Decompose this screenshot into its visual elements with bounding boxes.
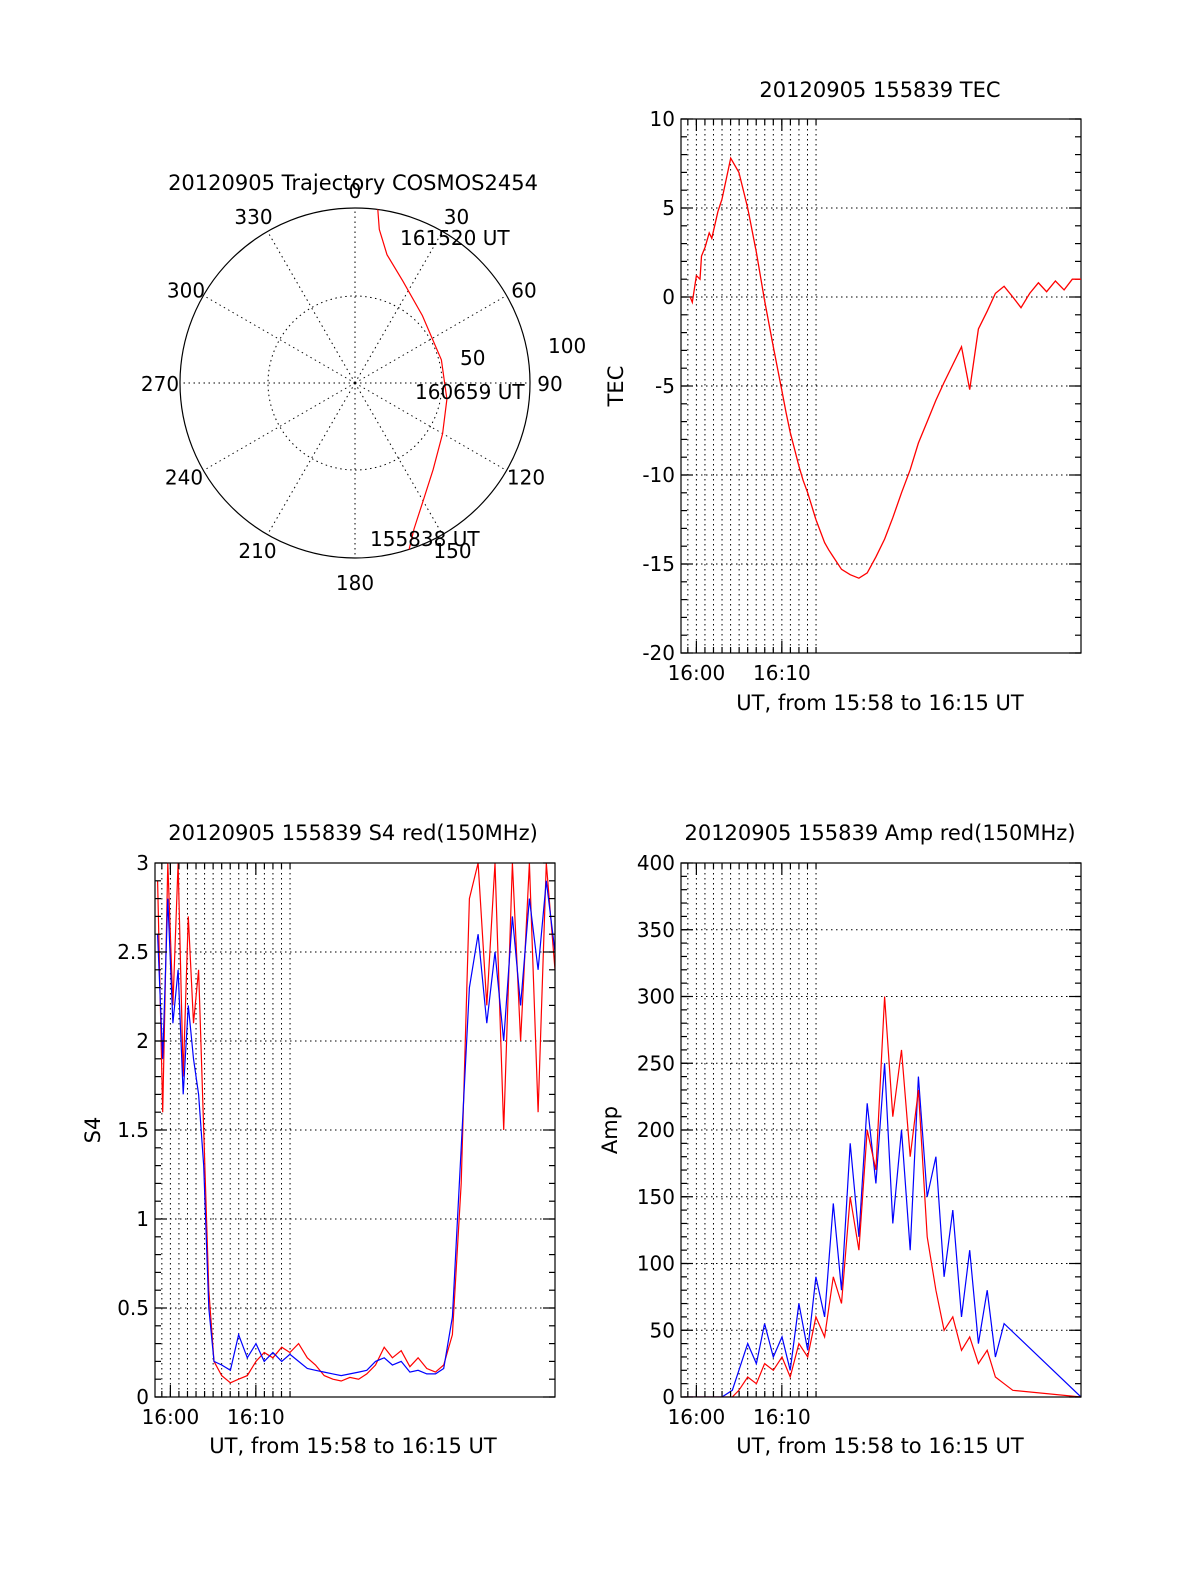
polar-spoke <box>267 382 356 535</box>
amp-ytick-label: 250 <box>637 1051 675 1075</box>
polar-angle-label: 150 <box>433 539 471 563</box>
amp-ticks <box>681 862 1081 1398</box>
polar-inner-circle <box>267 295 443 471</box>
amp-ytick-label: 50 <box>650 1318 675 1342</box>
polar-spoke <box>267 231 356 384</box>
polar-annotation-mid: 160659 UT <box>415 380 525 404</box>
polar-spoke <box>354 231 443 384</box>
s4-xtick-label: 16:00 <box>142 1405 200 1429</box>
polar-annotation-start: 155838 UT <box>370 527 480 551</box>
polar-angle-label: 300 <box>167 279 205 303</box>
amp-ytick-label: 400 <box>637 851 675 875</box>
amp-ytick-label: 200 <box>637 1118 675 1142</box>
amp-ytick-label: 150 <box>637 1185 675 1209</box>
amp-ytick-label: 100 <box>637 1252 675 1276</box>
polar-radial-label-50: 50 <box>460 346 485 370</box>
polar-spoke <box>354 382 443 535</box>
tec-ytick-label: -20 <box>642 641 675 665</box>
polar-angle-label: 210 <box>238 539 276 563</box>
polar-angle-label: 330 <box>234 205 272 229</box>
tec-title: 20120905 155839 TEC <box>759 78 1000 102</box>
tec-grid <box>681 119 1081 653</box>
amp-ytick-label: 0 <box>662 1385 675 1409</box>
tec-xtick-label: 16:10 <box>753 661 811 685</box>
s4-panel: 20120905 155839 S4 red(150MHz) 3 2.5 2 1.5 1… <box>81 821 556 1458</box>
tec-y-axis-label: TEC <box>604 366 628 408</box>
polar-angle-label: 270 <box>141 372 179 396</box>
polar-spoke <box>203 382 356 471</box>
polar-angle-labels: 0 30 60 90 120 150 180 210 240 270 300 330 <box>141 179 563 595</box>
s4-series <box>157 863 555 1384</box>
amp-x-tick-labels: 16:00 16:10 <box>668 1405 811 1429</box>
polar-angle-label: 240 <box>165 466 203 490</box>
s4-ticks <box>155 862 555 1398</box>
amp-xtick-label: 16:00 <box>668 1405 726 1429</box>
s4-ytick-label: 0 <box>136 1385 149 1409</box>
tec-ticks <box>681 118 1081 654</box>
polar-spoke <box>354 382 507 471</box>
polar-angle-label: 90 <box>537 372 562 396</box>
polar-radial-label-100: 100 <box>548 334 586 358</box>
s4-ytick-label: 1 <box>136 1207 149 1231</box>
s4-y-tick-labels: 3 2.5 2 1.5 1 0.5 0 <box>117 851 149 1409</box>
amp-series <box>683 996 1081 1397</box>
amp-x-axis-label: UT, from 15:58 to 16:15 UT <box>736 1434 1024 1458</box>
s4-ytick-label: 2 <box>136 1029 149 1053</box>
s4-y-axis-label: S4 <box>81 1117 105 1144</box>
tec-ytick-label: -5 <box>655 374 675 398</box>
tec-y-tick-labels: 10 5 0 -5 -10 -15 -20 <box>642 107 675 665</box>
amp-ytick-label: 300 <box>637 985 675 1009</box>
s4-title: 20120905 155839 S4 red(150MHz) <box>168 821 538 845</box>
polar-angle-label: 60 <box>511 279 536 303</box>
s4-ytick-label: 1.5 <box>117 1118 149 1142</box>
amp-title: 20120905 155839 Amp red(150MHz) <box>684 821 1075 845</box>
tec-ytick-label: 0 <box>662 285 675 309</box>
tec-x-tick-labels: 16:00 16:10 <box>668 661 811 685</box>
amp-y-axis-label: Amp <box>598 1106 622 1154</box>
tec-panel: 20120905 155839 TEC 10 5 0 -5 -10 -15 -20 16:0… <box>604 78 1082 715</box>
s4-x-axis-label: UT, from 15:58 to 16:15 UT <box>209 1434 497 1458</box>
polar-angle-label: 120 <box>507 466 545 490</box>
polar-angle-label: 180 <box>336 571 374 595</box>
s4-ytick-label: 0.5 <box>117 1296 149 1320</box>
tec-xtick-label: 16:00 <box>668 661 726 685</box>
amp-ytick-label: 350 <box>637 918 675 942</box>
tec-series <box>689 156 1081 579</box>
s4-series-1-line <box>157 880 555 1377</box>
tec-series-0-line <box>689 156 1081 579</box>
tec-x-axis-label: UT, from 15:58 to 16:15 UT <box>736 691 1024 715</box>
tec-ytick-label: -10 <box>642 463 675 487</box>
polar-spoke <box>203 295 356 384</box>
polar-outer-circle <box>179 207 531 559</box>
s4-ytick-label: 2.5 <box>117 940 149 964</box>
polar-trajectory-panel: 20120905 Trajectory COSMOS2454 0 30 60 90 12… <box>141 171 586 595</box>
polar-annotation-end: 161520 UT <box>400 226 510 250</box>
s4-series-0-line <box>157 863 555 1384</box>
s4-xtick-label: 16:10 <box>227 1405 285 1429</box>
polar-angle-label: 0 <box>349 179 362 203</box>
amp-series-1-line <box>683 996 1081 1397</box>
tec-ytick-label: 10 <box>650 107 675 131</box>
amp-panel: 20120905 155839 Amp red(150MHz) 400 350 30… <box>598 821 1082 1458</box>
polar-title: 20120905 Trajectory COSMOS2454 <box>168 171 538 195</box>
tec-ytick-label: -15 <box>642 552 675 576</box>
polar-angle-label: 30 <box>444 205 469 229</box>
s4-x-tick-labels: 16:00 16:10 <box>142 1405 285 1429</box>
amp-series-0-line <box>683 1063 1081 1397</box>
amp-y-tick-labels: 400 350 300 250 200 150 100 50 0 <box>637 851 675 1409</box>
polar-trajectory-line <box>377 209 448 550</box>
polar-spoke <box>354 295 507 384</box>
polar-spokes <box>180 208 530 558</box>
s4-ytick-label: 3 <box>136 851 149 875</box>
amp-xtick-label: 16:10 <box>753 1405 811 1429</box>
tec-ytick-label: 5 <box>662 196 675 220</box>
s4-grid <box>155 863 555 1397</box>
